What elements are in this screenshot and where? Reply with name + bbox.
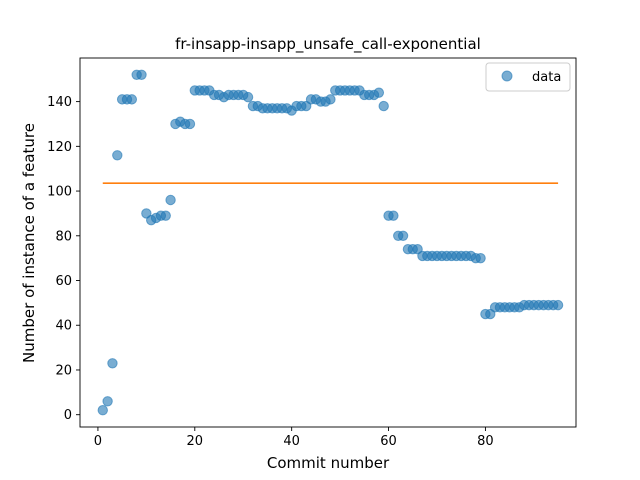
data-point — [102, 396, 113, 407]
data-point — [325, 94, 336, 105]
y-tick-label: 80 — [55, 229, 72, 244]
y-axis: 0 20 40 60 80 100 120 140 — [47, 95, 80, 423]
x-axis-label: Commit number — [267, 454, 390, 472]
y-tick-label: 20 — [55, 363, 72, 378]
x-tick-label: 80 — [477, 434, 494, 449]
data-point — [388, 210, 399, 221]
y-tick-label: 120 — [47, 140, 72, 155]
legend-label-data: data — [532, 70, 561, 85]
legend-marker-data — [501, 70, 513, 82]
x-tick-label: 40 — [283, 434, 300, 449]
legend-box — [485, 62, 571, 92]
data-point — [378, 100, 389, 112]
plot-area — [79, 57, 577, 428]
data-point — [552, 299, 564, 311]
data-point — [373, 87, 385, 98]
y-tick-label: 40 — [55, 319, 72, 334]
y-tick-label: 60 — [55, 274, 72, 289]
y-tick-label: 140 — [47, 95, 72, 110]
y-axis-label: Number of instance of a feature — [20, 123, 38, 363]
data-point — [165, 194, 176, 206]
x-tick-label: 0 — [94, 434, 102, 449]
legend: data — [485, 62, 571, 92]
data-point — [112, 150, 123, 161]
data-point — [397, 230, 409, 241]
x-tick-label: 20 — [187, 434, 204, 449]
y-tick-label: 100 — [47, 185, 72, 200]
data-point — [107, 358, 118, 369]
data-point — [242, 91, 254, 103]
data-point — [160, 210, 171, 221]
axes-frame — [79, 57, 577, 428]
data-point — [97, 405, 108, 416]
data-point — [184, 118, 196, 130]
x-tick-label: 60 — [380, 434, 397, 449]
x-axis: 0 20 40 60 80 — [94, 427, 494, 449]
data-point — [475, 252, 486, 264]
y-tick-label: 0 — [64, 408, 72, 423]
chart-title: fr-insapp-insapp_unsafe_call-exponential — [175, 35, 481, 54]
data-point — [126, 94, 138, 105]
data-point — [136, 69, 147, 80]
